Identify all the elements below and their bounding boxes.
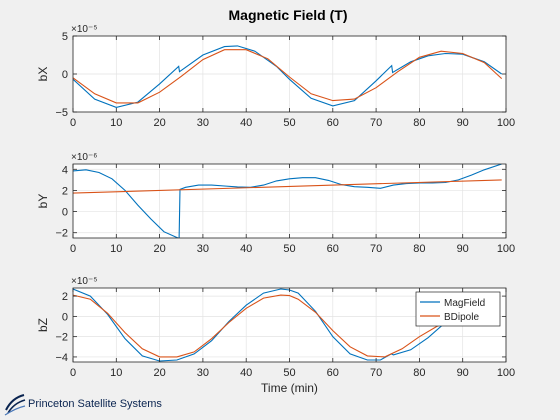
y-tick-label: 0 <box>62 311 68 323</box>
x-tick-label: 90 <box>457 243 469 255</box>
x-tick-label: 80 <box>413 243 425 255</box>
x-tick-label: 30 <box>197 367 209 379</box>
figure-title: Magnetic Field (T) <box>229 7 348 23</box>
x-tick-label: 30 <box>197 117 209 129</box>
psss-logo-text: Princeton Satellite Systems <box>28 398 162 410</box>
y-tick-label: 2 <box>62 185 68 197</box>
x-tick-label: 50 <box>283 243 295 255</box>
x-tick-label: 50 <box>283 117 295 129</box>
x-tick-label: 40 <box>240 243 252 255</box>
x-tick-label: 80 <box>413 367 425 379</box>
y-tick-label: −2 <box>55 228 68 240</box>
series-line-magfield <box>73 164 502 238</box>
x-tick-label: 100 <box>497 367 515 379</box>
x-tick-label: 0 <box>70 367 76 379</box>
x-tick-label: 20 <box>153 367 165 379</box>
legend-label-bdipole: BDipole <box>444 312 479 323</box>
y-tick-label: −4 <box>55 352 68 364</box>
x-tick-label: 10 <box>110 367 122 379</box>
y-tick-label: −2 <box>55 332 68 344</box>
y-tick-label: 0 <box>62 69 68 81</box>
x-tick-label: 0 <box>70 243 76 255</box>
y-tick-label: 5 <box>62 31 68 43</box>
x-tick-label: 60 <box>327 243 339 255</box>
psss-logo: Princeton Satellite Systems <box>4 391 162 417</box>
psss-logo-icon <box>4 394 26 416</box>
subplot-bz: 0 10 20 30 40 50 60 70 80 90 100 −4 −2 0 2×10⁻⁵ bZ Time … <box>36 276 515 395</box>
y-tick-label: 4 <box>62 164 68 176</box>
series-line-magfield <box>73 45 503 108</box>
x-tick-label: 80 <box>413 117 425 129</box>
x-tick-label: 50 <box>283 367 295 379</box>
x-tick-label: 0 <box>70 117 76 129</box>
x-axis-label: Time (min) <box>261 381 318 395</box>
x-tick-label: 70 <box>370 367 382 379</box>
x-tick-label: 70 <box>370 243 382 255</box>
y-tick-label: 2 <box>62 291 68 303</box>
subplot-bx: 0 10 20 30 40 50 60 70 80 90 100−505×10⁻⁵bX <box>36 24 515 129</box>
y-axis-label: bY <box>36 194 50 209</box>
legend: MagField BDipole <box>415 291 501 327</box>
y-axis-label: bZ <box>36 318 50 332</box>
series-line-bdipole <box>73 49 503 104</box>
x-tick-label: 30 <box>197 243 209 255</box>
y-exponent-label: ×10⁻⁵ <box>71 276 97 287</box>
x-tick-label: 20 <box>153 243 165 255</box>
x-tick-label: 20 <box>153 117 165 129</box>
x-tick-label: 10 <box>110 117 122 129</box>
series-line-bdipole <box>73 294 463 358</box>
x-tick-label: 40 <box>240 117 252 129</box>
x-tick-label: 90 <box>457 117 469 129</box>
x-tick-label: 40 <box>240 367 252 379</box>
y-tick-label: −5 <box>55 107 68 119</box>
series-line-magfield <box>73 288 463 362</box>
x-tick-label: 90 <box>457 367 469 379</box>
x-tick-label: 10 <box>110 243 122 255</box>
x-tick-label: 100 <box>497 117 515 129</box>
y-exponent-label: ×10⁻⁵ <box>71 24 97 35</box>
x-tick-label: 70 <box>370 117 382 129</box>
x-tick-label: 100 <box>497 243 515 255</box>
y-exponent-label: ×10⁻⁶ <box>71 152 97 163</box>
y-axis-label: bX <box>36 67 50 82</box>
x-tick-label: 60 <box>327 367 339 379</box>
legend-label-magfield: MagField <box>444 298 485 309</box>
x-tick-label: 60 <box>327 117 339 129</box>
y-tick-label: 0 <box>62 207 68 219</box>
series-line-bdipole <box>73 179 502 194</box>
legend-box <box>415 291 501 327</box>
